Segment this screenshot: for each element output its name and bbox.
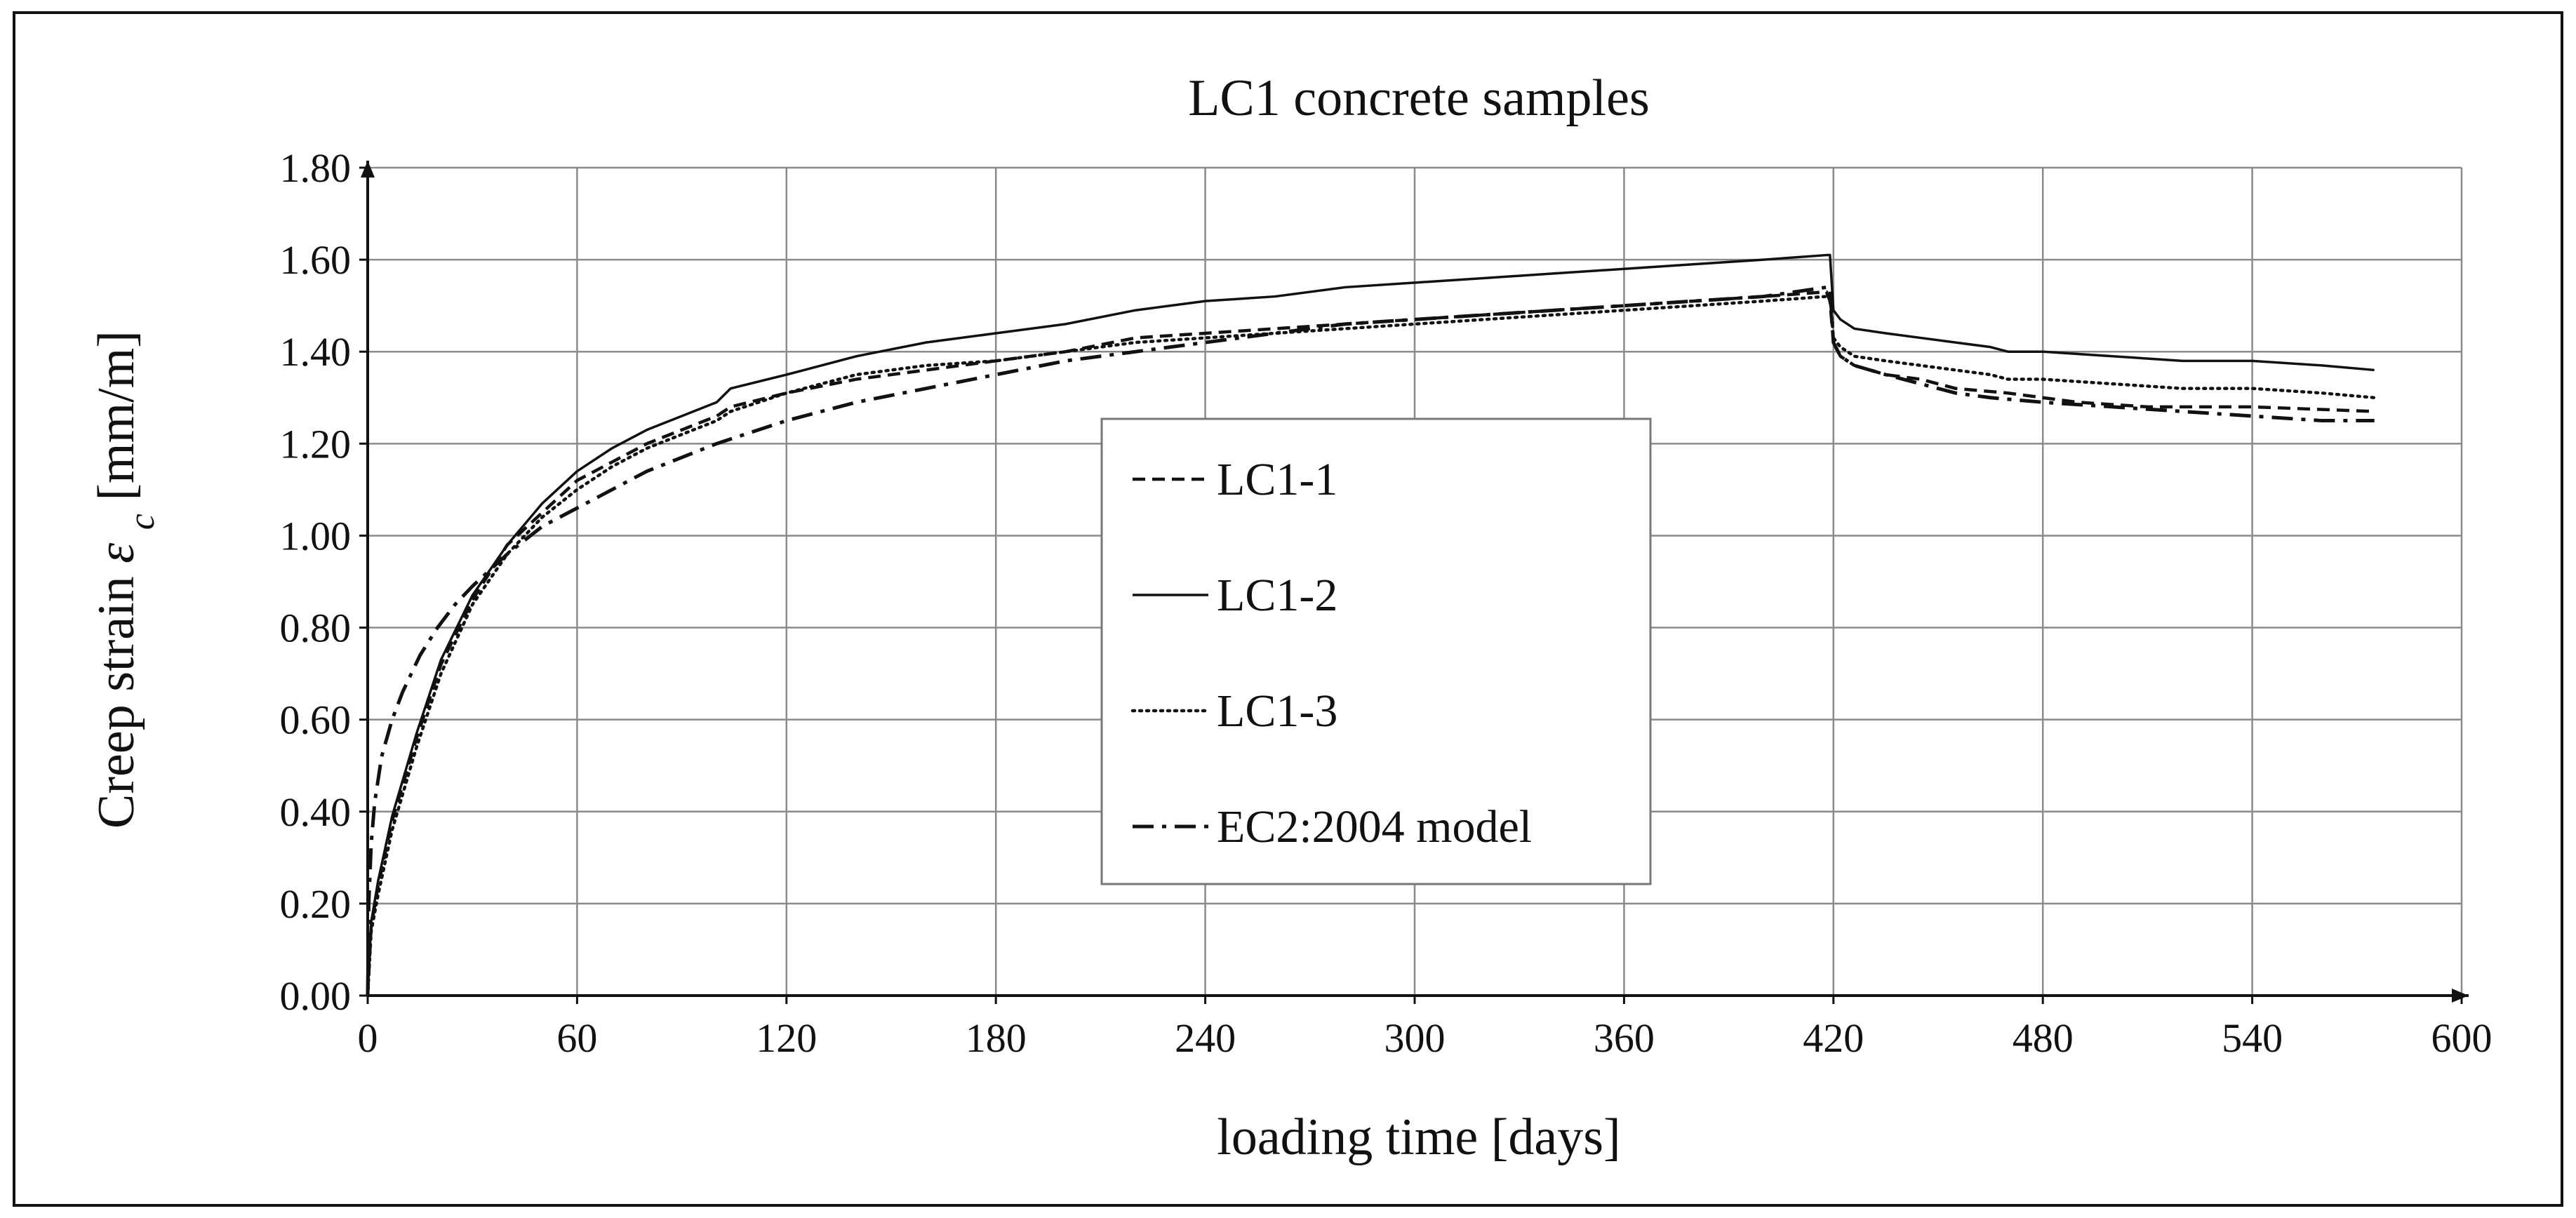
ticks-layer: 0 60 120 180 240 300 360 420 480 540 600 0.00 0.20 0.… xyxy=(280,145,2492,1061)
y-tick-label: 0.00 xyxy=(280,973,352,1019)
y-tick-label: 0.40 xyxy=(280,789,352,835)
x-tick-label: 240 xyxy=(1175,1015,1236,1061)
legend-label: LC1-2 xyxy=(1217,570,1337,621)
y-tick-label: 0.80 xyxy=(280,605,352,651)
chart-title: LC1 concrete samples xyxy=(1188,69,1650,127)
y-tick-label: 1.00 xyxy=(280,513,352,558)
y-axis-title-symbol: ε xyxy=(88,542,145,563)
y-tick-label: 0.60 xyxy=(280,697,352,743)
x-tick-label: 360 xyxy=(1594,1015,1655,1061)
y-tick-label: 1.20 xyxy=(280,421,352,467)
x-tick-label: 600 xyxy=(2431,1015,2492,1061)
y-tick-label: 1.40 xyxy=(280,329,352,375)
y-axis-title: Creep strain ε c [mm/m] xyxy=(88,330,162,829)
y-axis-title-prefix: Creep strain xyxy=(88,563,145,829)
legend-label: LC1-1 xyxy=(1217,454,1337,505)
x-tick-label: 420 xyxy=(1803,1015,1864,1061)
x-tick-label: 120 xyxy=(756,1015,817,1061)
x-tick-label: 60 xyxy=(556,1015,597,1061)
legend: LC1-1 LC1-2 LC1-3 EC2:2004 model xyxy=(1100,417,1652,885)
y-tick-label: 1.80 xyxy=(280,145,352,191)
legend-label: EC2:2004 model xyxy=(1217,801,1532,852)
y-tick-label: 1.60 xyxy=(280,237,352,283)
axes-layer xyxy=(361,161,2469,1003)
x-tick-label: 0 xyxy=(358,1015,378,1061)
legend-label: LC1-3 xyxy=(1217,685,1337,737)
series-line-lc1-3 xyxy=(366,295,2376,998)
x-tick-label: 480 xyxy=(2013,1015,2074,1061)
series-layer xyxy=(366,253,2376,998)
series-line-ec2-2004-model xyxy=(366,285,2375,996)
series-line-lc1-2 xyxy=(366,253,2375,996)
y-tick-label: 0.20 xyxy=(280,881,352,927)
legend-box xyxy=(1100,417,1652,885)
y-axis-title-subscript: c xyxy=(122,514,162,530)
x-tick-label: 300 xyxy=(1384,1015,1446,1061)
x-axis-arrow xyxy=(2452,989,2469,1003)
x-tick-label: 180 xyxy=(966,1015,1027,1061)
chart-frame xyxy=(13,11,2563,1207)
x-axis-title: loading time [days] xyxy=(1217,1109,1620,1166)
x-tick-label: 540 xyxy=(2222,1015,2283,1061)
grid-layer xyxy=(368,166,2463,996)
y-axis-title-suffix: [mm/m] xyxy=(88,330,145,501)
y-axis-arrow xyxy=(361,161,375,178)
